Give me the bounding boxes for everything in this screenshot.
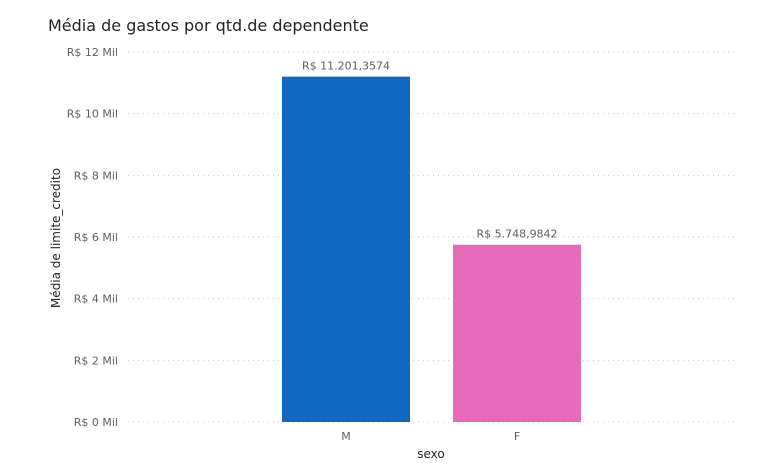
y-axis-title: Média de limite_credito	[49, 168, 63, 308]
bar-m[interactable]	[282, 76, 410, 422]
bar-f[interactable]	[453, 244, 581, 422]
data-label-m: R$ 11.201,3574	[302, 60, 390, 73]
chart-title: Média de gastos por qtd.de dependente	[48, 16, 369, 35]
data-labels: R$ 11.201,3574 R$ 5.748,9842	[302, 60, 558, 241]
x-tick-label-f: F	[514, 430, 520, 443]
data-label-f: R$ 5.748,9842	[476, 228, 557, 241]
y-axis-ticks: R$ 0 Mil R$ 2 Mil R$ 4 Mil R$ 6 Mil R$ 8 Mil…	[67, 46, 118, 429]
y-tick-label: R$ 10 Mil	[67, 108, 118, 121]
x-tick-label-m: M	[341, 430, 351, 443]
gridlines	[128, 51, 738, 423]
y-tick-label: R$ 4 Mil	[74, 293, 118, 306]
y-tick-label: R$ 8 Mil	[74, 169, 118, 182]
y-tick-label: R$ 12 Mil	[67, 46, 118, 59]
y-tick-label: R$ 2 Mil	[74, 354, 118, 367]
bars	[282, 76, 581, 422]
y-tick-label: R$ 0 Mil	[74, 416, 118, 429]
x-axis-title: sexo	[417, 447, 445, 461]
y-tick-label: R$ 6 Mil	[74, 231, 118, 244]
